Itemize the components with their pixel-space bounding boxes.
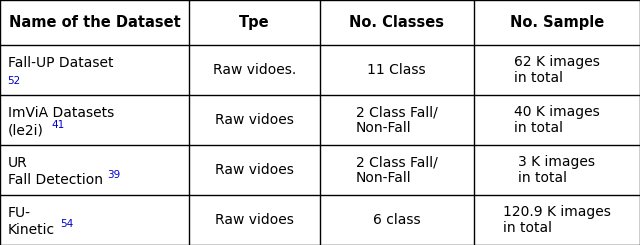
Text: Name of the Dataset: Name of the Dataset xyxy=(8,15,180,30)
Text: ImViA Datasets: ImViA Datasets xyxy=(8,106,114,120)
Text: 2 Class Fall/
Non-Fall: 2 Class Fall/ Non-Fall xyxy=(356,155,438,185)
Text: 6 class: 6 class xyxy=(373,213,420,227)
Text: Raw vidoes.: Raw vidoes. xyxy=(212,63,296,77)
Text: 3 K images
in total: 3 K images in total xyxy=(518,155,595,185)
Text: No. Classes: No. Classes xyxy=(349,15,444,30)
Text: 2 Class Fall/
Non-Fall: 2 Class Fall/ Non-Fall xyxy=(356,105,438,135)
Text: 11 Class: 11 Class xyxy=(367,63,426,77)
Text: Raw vidoes: Raw vidoes xyxy=(215,113,294,127)
Text: 40 K images
in total: 40 K images in total xyxy=(514,105,600,135)
Text: 54: 54 xyxy=(60,220,74,230)
Text: Kinetic: Kinetic xyxy=(8,223,55,237)
Text: Raw vidoes: Raw vidoes xyxy=(215,163,294,177)
Text: 52: 52 xyxy=(8,76,21,86)
Text: (le2i): (le2i) xyxy=(8,123,44,137)
Text: 120.9 K images
in total: 120.9 K images in total xyxy=(503,205,611,235)
Text: 39: 39 xyxy=(107,170,120,180)
Text: Tpe: Tpe xyxy=(239,15,269,30)
Text: 41: 41 xyxy=(51,120,65,130)
Text: No. Sample: No. Sample xyxy=(509,15,604,30)
Text: Raw vidoes: Raw vidoes xyxy=(215,213,294,227)
Text: FU-: FU- xyxy=(8,206,31,220)
Text: Fall-UP Dataset: Fall-UP Dataset xyxy=(8,56,113,70)
Text: UR: UR xyxy=(8,156,28,170)
Text: Fall Detection: Fall Detection xyxy=(8,173,102,187)
Text: 62 K images
in total: 62 K images in total xyxy=(514,55,600,86)
